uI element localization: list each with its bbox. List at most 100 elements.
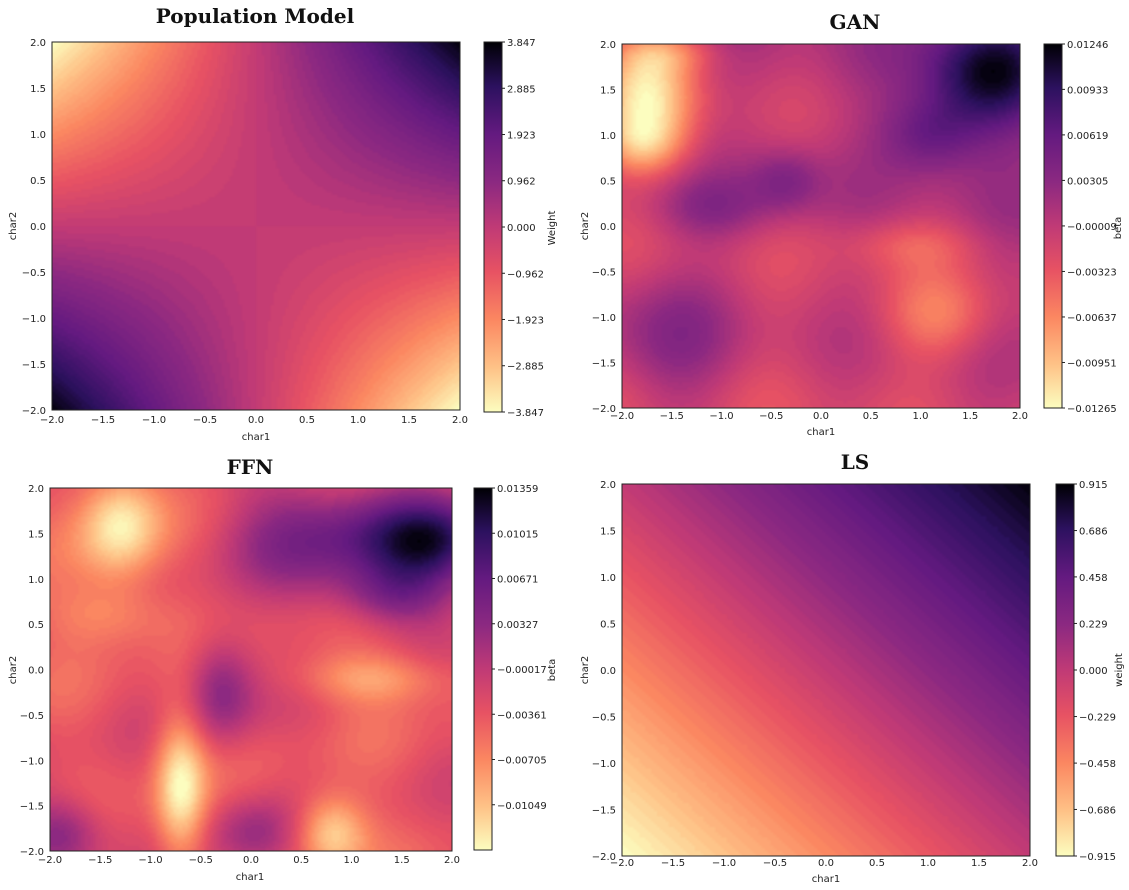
x-tick-label: 2.0 [1022,858,1038,869]
colorbar-tick-labels: 3.847 2.885 1.923 0.962 0.000 −0.962 −1.923 −2.… [502,38,544,419]
colorbar [1043,43,1063,409]
y-tick-label: −1.0 [20,756,44,767]
y-tick-label: −0.5 [20,711,44,722]
y-tick-label: 1.0 [600,573,616,584]
y-axis-label: char2 [8,212,19,240]
y-tick-label: −1.0 [592,759,616,770]
x-tick-label: −1.0 [709,411,733,422]
chart-title: Population Model [156,4,355,28]
colorbar-tick-label: −0.01049 [497,801,547,812]
y-tick-label: −0.5 [22,268,46,279]
x-tick-label: −1.0 [712,858,736,869]
colorbar-tick-label: 0.000 [1079,666,1108,677]
panel-ffn: FFN −2.0 −1.5 −1.0 −0.5 0.0 0.5 1.0 1.5 2.0 2.0 1… [8,455,558,883]
colorbar-tick-label: 0.01015 [497,529,538,540]
x-axis-label: char1 [236,872,264,883]
y-tick-label: 1.5 [600,527,616,538]
x-tick-label: 2.0 [452,415,468,426]
y-tick-labels: 2.0 1.5 1.0 0.5 0.0 −0.5 −1.0 −1.5 −2.0 [592,40,616,415]
x-tick-label: 1.5 [394,855,410,866]
colorbar-tick-label: −1.923 [507,315,544,326]
colorbar-tick-label: −0.458 [1079,759,1116,770]
colorbar-tick-label: −0.00637 [1067,313,1117,324]
colorbar-tick-label: −0.229 [1079,713,1116,724]
chart-title: LS [841,450,870,474]
colorbar-tick-label: 1.923 [507,131,536,142]
colorbar-tick-label: −3.847 [507,408,544,419]
x-axis-label: char1 [242,432,270,443]
x-tick-label: 1.0 [344,855,360,866]
heatmap-surface [52,42,460,410]
colorbar-tick-labels: 0.01359 0.01015 0.00671 0.00327 −0.00017 −0.0… [492,484,547,812]
x-tick-label: −0.5 [763,858,787,869]
x-tick-label: 1.5 [971,858,987,869]
colorbar-tick-label: 0.00305 [1067,176,1108,187]
panel-population-model: Population Model −2.0 −1.5 −1.0 −0.5 0.0 0.5 1… [8,4,558,443]
x-tick-label: −0.5 [189,855,213,866]
colorbar-tick-label: 0.00671 [497,575,538,586]
y-tick-labels: 2.0 1.5 1.0 0.5 0.0 −0.5 −1.0 −1.5 −2.0 [20,484,44,858]
colorbar-tick-label: −0.00017 [497,665,547,676]
y-tick-label: 0.5 [600,620,616,631]
y-tick-label: 2.0 [28,484,44,495]
plot-frame [51,41,461,411]
y-tick-label: −2.0 [20,847,44,858]
y-tick-label: 0.5 [28,620,44,631]
y-tick-label: −0.5 [592,268,616,279]
x-tick-label: 0.5 [869,858,885,869]
x-tick-label: −1.0 [142,415,166,426]
y-tick-label: −1.5 [592,806,616,817]
colorbar-tick-label: −0.01265 [1067,404,1117,415]
colorbar-tick-label: −0.00705 [497,756,547,767]
x-tick-labels: −2.0 −1.5 −1.0 −0.5 0.0 0.5 1.0 1.5 2.0 [38,855,460,866]
x-tick-label: −1.5 [661,858,685,869]
x-tick-label: 0.5 [863,411,879,422]
y-tick-label: 2.0 [600,40,616,51]
y-tick-label: 0.0 [28,666,44,677]
colorbar-tick-label: −0.915 [1079,852,1116,863]
colorbar-tick-label: −0.00323 [1067,267,1117,278]
colorbar-label: beta [547,659,558,682]
y-tick-labels: 2.0 1.5 1.0 0.5 0.0 −0.5 −1.0 −1.5 −2.0 [592,480,616,863]
x-tick-labels: −2.0 −1.5 −1.0 −0.5 0.0 0.5 1.0 1.5 2.0 [610,411,1028,422]
y-tick-label: −2.0 [22,406,46,417]
y-tick-label: −2.0 [592,852,616,863]
x-tick-label: −1.5 [91,415,115,426]
y-axis-label: char2 [580,212,591,240]
y-tick-label: −1.5 [592,359,616,370]
x-tick-label: −2.0 [610,858,634,869]
colorbar-tick-label: −0.962 [507,269,544,280]
x-tick-label: −1.5 [88,855,112,866]
colorbar-tick-label: −0.00951 [1067,358,1117,369]
colorbar [483,41,503,413]
y-tick-label: 2.0 [30,38,46,49]
x-tick-label: 1.0 [913,411,929,422]
y-tick-label: −1.5 [20,802,44,813]
plot-frame [621,43,1021,409]
y-tick-label: 1.0 [600,131,616,142]
x-tick-label: −2.0 [610,411,634,422]
x-tick-label: −2.0 [40,415,64,426]
x-tick-label: 0.0 [813,411,829,422]
colorbar-tick-labels: 0.01246 0.00933 0.00619 0.00305 −0.00009 −0.0… [1062,40,1117,415]
chart-title: FFN [227,455,274,479]
x-tick-label: 2.0 [444,855,460,866]
colorbar-tick-label: 0.00327 [497,620,538,631]
x-tick-label: 1.0 [920,858,936,869]
y-tick-label: 1.5 [30,84,46,95]
colorbar-tick-label: −0.00009 [1067,222,1117,233]
colorbar-tick-label: 0.00619 [1067,131,1108,142]
x-tick-label: 1.0 [350,415,366,426]
y-tick-label: 0.0 [600,222,616,233]
colorbar-label: weight [1114,653,1125,687]
y-tick-label: −1.0 [22,314,46,325]
x-axis-label: char1 [807,427,835,438]
x-tick-label: 1.5 [401,415,417,426]
x-tick-label: −0.5 [759,411,783,422]
y-tick-label: 1.0 [30,130,46,141]
heatmap-surface [50,488,452,851]
colorbar-tick-label: 0.458 [1079,573,1108,584]
x-tick-label: −0.5 [193,415,217,426]
colorbar-label: Weight [547,211,558,246]
